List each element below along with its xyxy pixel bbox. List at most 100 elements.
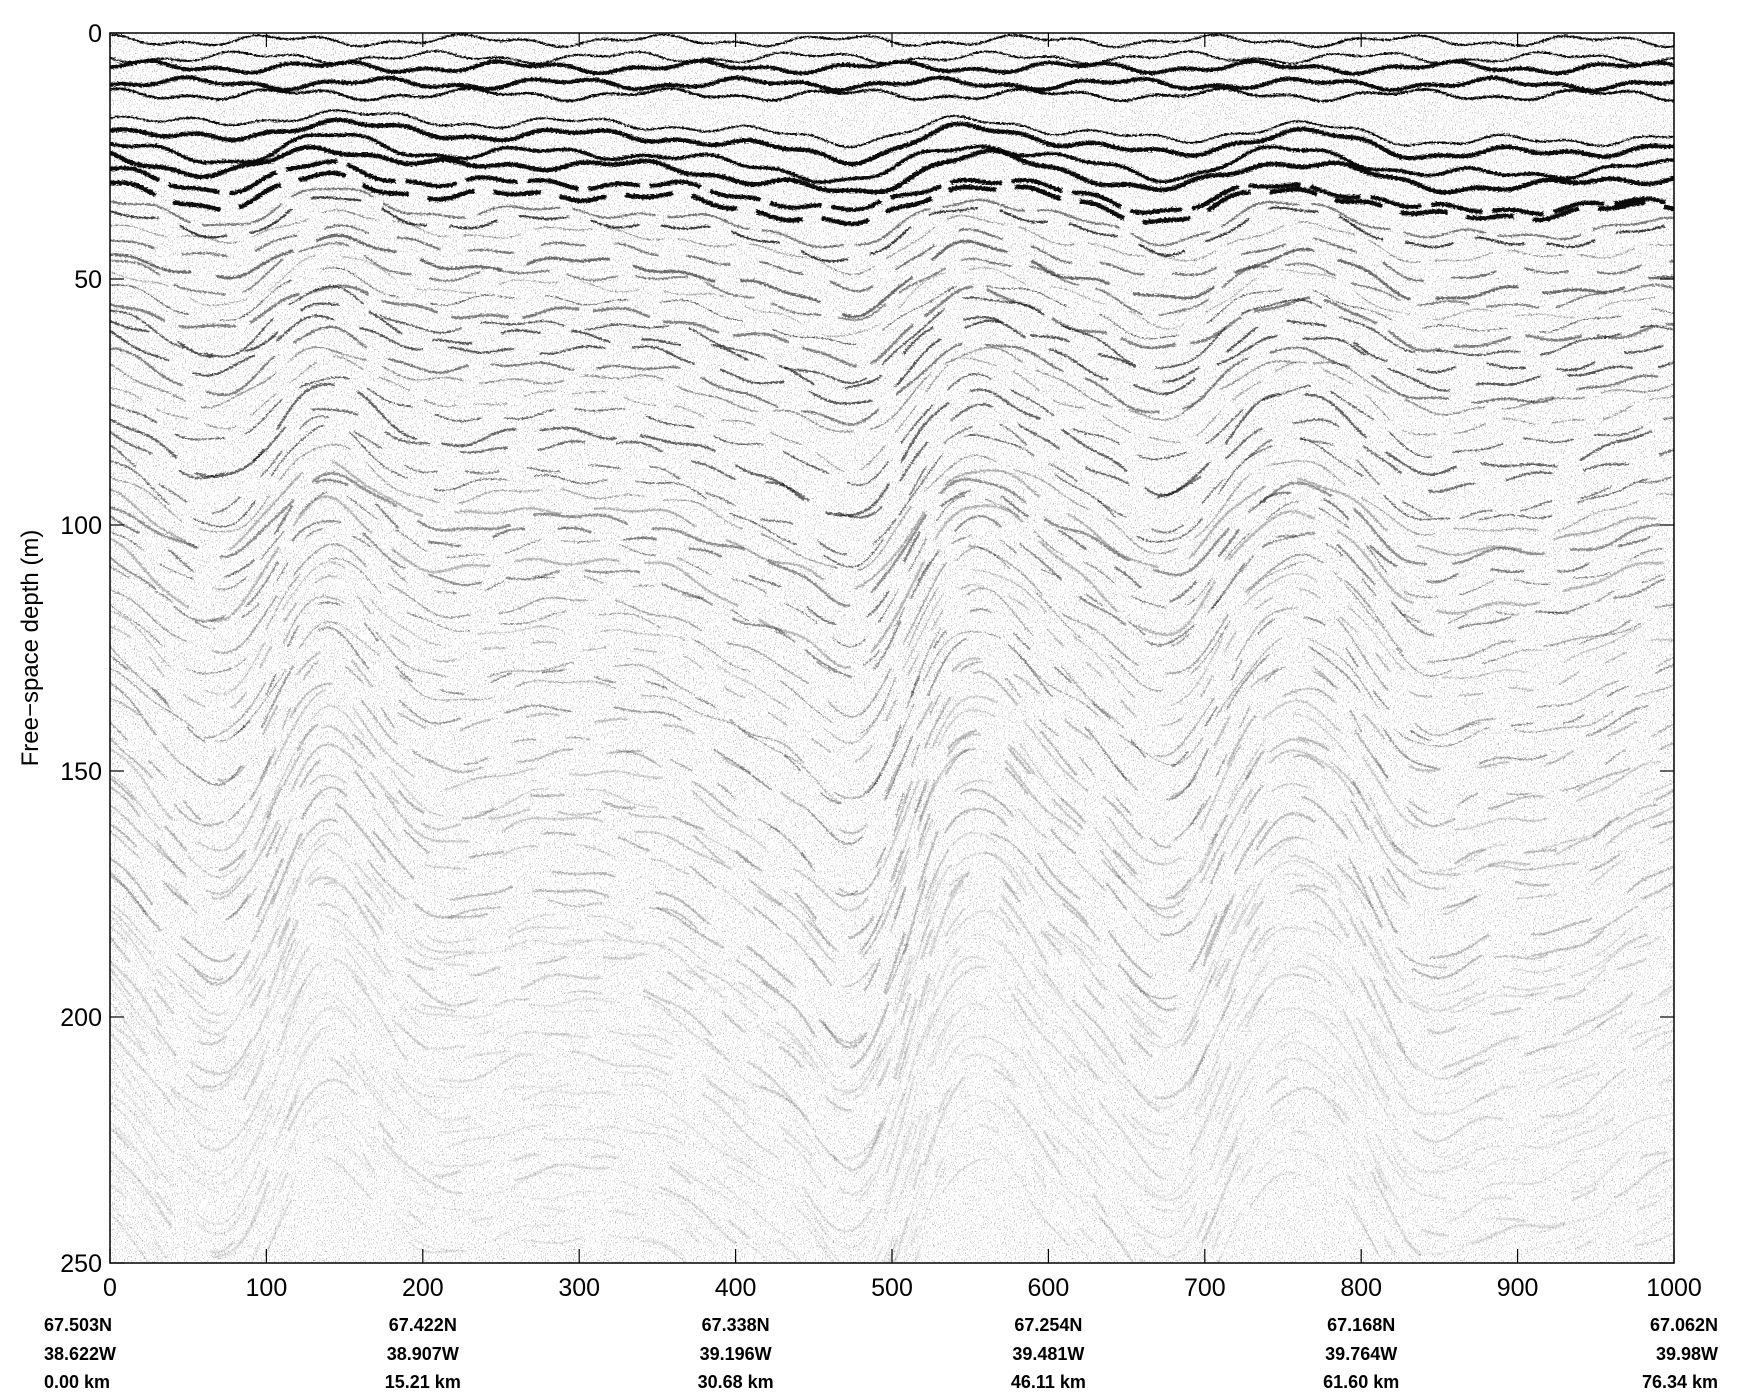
reflector-layer bbox=[110, 842, 1674, 1096]
reflector-layer bbox=[110, 117, 1674, 167]
reflector-layer bbox=[110, 423, 1674, 568]
reflector-layer bbox=[110, 471, 1674, 608]
position-lon-label: 38.622W bbox=[44, 1344, 116, 1364]
position-dist-label: 46.11 km bbox=[1011, 1372, 1086, 1392]
y-axis: 0 50 100 150 200 250 bbox=[60, 20, 1674, 1278]
reflector-layer bbox=[110, 818, 1674, 1044]
reflector-layer bbox=[110, 725, 1674, 957]
reflector-layer bbox=[110, 786, 1674, 1049]
y-tick-label: 200 bbox=[60, 1004, 102, 1032]
position-lat-label: 67.254N bbox=[1014, 1315, 1082, 1335]
reflector-layer bbox=[110, 989, 1674, 1249]
reflector-layer bbox=[110, 626, 1674, 845]
reflector-layer bbox=[110, 382, 1674, 517]
position-labels: 67.503N 38.622W 0.00 km 67.422N 38.907W 15.21… bbox=[44, 1315, 1718, 1392]
position-lon-label: 38.907W bbox=[387, 1344, 459, 1364]
reflector-layer bbox=[110, 346, 1674, 433]
reflector-layer bbox=[110, 414, 1674, 556]
reflector-layer bbox=[110, 233, 1674, 319]
position-dist-label: 61.60 km bbox=[1323, 1372, 1399, 1392]
y-axis-title: Free−space depth (m) bbox=[17, 530, 44, 767]
reflector-layer bbox=[110, 587, 1674, 800]
position-lon-label: 39.481W bbox=[1012, 1344, 1084, 1364]
reflector-layer bbox=[110, 75, 1674, 93]
reflector-layer bbox=[110, 170, 1674, 227]
position-dist-label: 30.68 km bbox=[698, 1372, 774, 1392]
reflector-layer bbox=[110, 704, 1674, 960]
reflector-layer bbox=[110, 58, 1674, 76]
x-tick-label: 700 bbox=[1184, 1274, 1226, 1302]
position-lat-label: 67.062N bbox=[1650, 1315, 1718, 1335]
reflector-layer bbox=[110, 875, 1674, 1172]
reflector-layer bbox=[110, 1114, 1674, 1263]
reflector-layer bbox=[110, 527, 1674, 673]
reflector-layer bbox=[110, 355, 1674, 474]
y-tick-label: 150 bbox=[60, 758, 102, 786]
reflector-layer bbox=[110, 743, 1674, 968]
x-tick-label: 300 bbox=[558, 1274, 600, 1302]
reflector-layer bbox=[110, 670, 1674, 896]
reflector-layer bbox=[110, 1030, 1674, 1263]
reflector-layer bbox=[110, 196, 1674, 263]
reflector-layer bbox=[110, 575, 1674, 763]
x-tick-label: 800 bbox=[1340, 1274, 1382, 1302]
reflector-layer bbox=[110, 209, 1674, 276]
reflector-layer bbox=[110, 1048, 1674, 1263]
reflector-layer bbox=[110, 748, 1674, 1002]
reflector-layer bbox=[110, 800, 1674, 1070]
reflector-layer bbox=[110, 932, 1674, 1207]
x-tick-label: 900 bbox=[1497, 1274, 1539, 1302]
position-lon-label: 39.98W bbox=[1656, 1344, 1718, 1364]
position-dist-label: 15.21 km bbox=[385, 1372, 461, 1392]
reflector-layer bbox=[110, 601, 1674, 805]
position-lon-label: 39.764W bbox=[1325, 1344, 1397, 1364]
reflector-layer bbox=[110, 774, 1674, 988]
position-lat-label: 67.168N bbox=[1327, 1315, 1395, 1335]
reflector-layer bbox=[110, 1135, 1674, 1263]
y-tick-label: 250 bbox=[60, 1250, 102, 1278]
x-tick-label: 600 bbox=[1028, 1274, 1070, 1302]
reflector-layer bbox=[110, 443, 1674, 572]
reflector-layer bbox=[110, 897, 1674, 1166]
reflector-layer bbox=[110, 490, 1674, 648]
y-tick-label: 0 bbox=[88, 20, 102, 48]
reflector-layer bbox=[110, 144, 1674, 195]
y-tick-label: 50 bbox=[74, 266, 102, 294]
y-tick-label: 100 bbox=[60, 512, 102, 540]
x-tick-label: 100 bbox=[246, 1274, 288, 1302]
reflector-layer bbox=[110, 865, 1674, 1112]
reflector-layer bbox=[110, 647, 1674, 835]
x-axis: 0 100 200 300 400 500 600 700 800 900 1000 bbox=[103, 33, 1702, 1302]
reflector-layer bbox=[110, 159, 1674, 217]
position-dist-label: 76.34 km bbox=[1642, 1372, 1718, 1392]
reflector-layer bbox=[110, 254, 1674, 337]
position-lat-label: 67.503N bbox=[44, 1315, 112, 1335]
position-lat-label: 67.422N bbox=[389, 1315, 457, 1335]
x-tick-label: 500 bbox=[871, 1274, 913, 1302]
reflector-layer bbox=[110, 314, 1674, 405]
reflector-layer bbox=[110, 1157, 1674, 1263]
reflector-layer bbox=[110, 187, 1674, 249]
reflector-layer bbox=[110, 688, 1674, 912]
reflector-layer bbox=[110, 969, 1674, 1250]
reflector-layer bbox=[110, 325, 1674, 426]
x-tick-label: 200 bbox=[402, 1274, 444, 1302]
reflector-layer bbox=[110, 657, 1674, 897]
reflector-layer bbox=[110, 87, 1674, 103]
x-tick-label: 0 bbox=[103, 1274, 117, 1302]
reflector-layer bbox=[110, 955, 1674, 1196]
reflector-layer bbox=[110, 109, 1674, 148]
reflector-layer bbox=[110, 224, 1674, 293]
reflector-layer bbox=[110, 373, 1674, 486]
reflector-layer bbox=[110, 267, 1674, 345]
reflector-layer bbox=[110, 1100, 1674, 1263]
reflector-layer bbox=[110, 284, 1674, 368]
x-tick-label: 1000 bbox=[1646, 1274, 1702, 1302]
radar-reflector-layers bbox=[110, 33, 1674, 1263]
reflector-layer bbox=[110, 1023, 1674, 1263]
reflector-layer bbox=[110, 458, 1674, 592]
reflector-layer bbox=[110, 561, 1674, 744]
reflector-layer bbox=[110, 620, 1674, 805]
reflector-layer bbox=[110, 720, 1674, 940]
